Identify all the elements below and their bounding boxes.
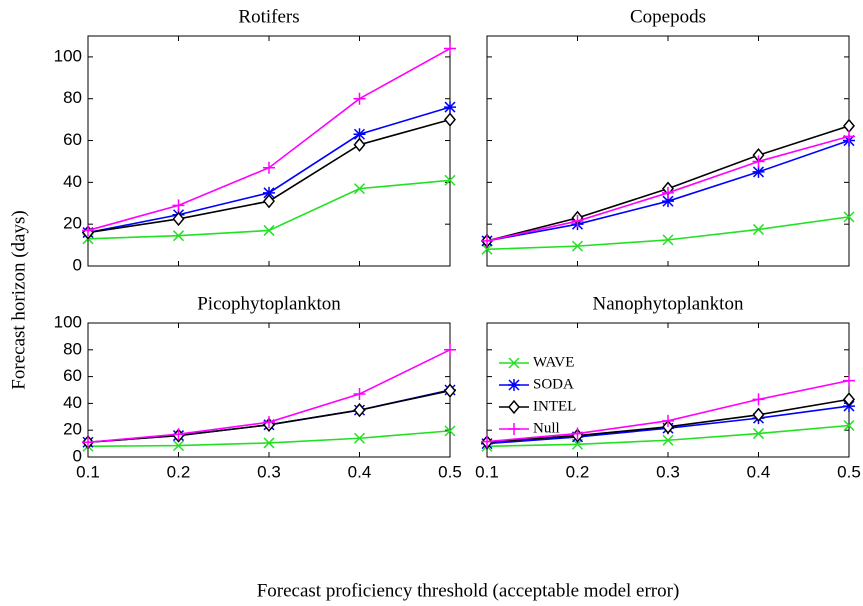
x-tick-label: 0.4	[747, 462, 771, 481]
marker	[263, 186, 275, 199]
marker	[82, 436, 94, 449]
marker	[172, 440, 185, 452]
y-tick-label: 60	[63, 366, 82, 385]
marker	[843, 374, 855, 387]
marker	[353, 402, 366, 418]
marker	[752, 393, 765, 406]
marker	[444, 112, 456, 127]
marker	[263, 161, 275, 174]
y-tick-label: 80	[63, 88, 82, 107]
marker	[843, 118, 855, 134]
marker	[444, 343, 456, 356]
plot-frame	[486, 322, 850, 458]
legend-marker	[508, 379, 520, 391]
x-tick-label: 0.1	[475, 462, 499, 481]
y-tick-label: 0	[73, 255, 82, 274]
y-tick-label: 40	[63, 172, 82, 191]
marker	[263, 416, 275, 429]
legend-marker	[508, 357, 520, 369]
marker	[444, 425, 456, 437]
panel-title: Rotifers	[238, 6, 299, 27]
marker	[444, 101, 456, 114]
x-tick-label: 0.5	[438, 462, 462, 481]
y-axis-label: Forecast horizon (days)	[8, 210, 29, 389]
marker	[481, 435, 493, 448]
legend-label: WAVE	[533, 354, 574, 370]
x-tick-label: 0.5	[837, 462, 861, 481]
marker	[662, 419, 674, 435]
marker	[662, 434, 674, 446]
marker	[172, 199, 185, 212]
marker	[353, 137, 366, 152]
marker	[843, 392, 855, 407]
marker	[353, 92, 366, 105]
marker	[444, 383, 456, 398]
panel-title: Nanophytoplankton	[593, 293, 744, 314]
marker	[444, 174, 456, 186]
marker	[752, 165, 765, 178]
panel-title: Copepods	[630, 6, 706, 27]
legend-marker	[508, 399, 520, 415]
x-tick-label: 0.1	[76, 462, 100, 481]
marker	[843, 130, 855, 143]
x-tick-label: 0.4	[348, 462, 372, 481]
x-axis-label: Forecast proficiency threshold (acceptab…	[257, 580, 680, 601]
x-tick-label: 0.2	[167, 462, 191, 481]
marker	[172, 428, 185, 441]
marker	[263, 224, 275, 236]
legend-label: SODA	[533, 376, 574, 392]
x-tick-label: 0.3	[656, 462, 680, 481]
y-tick-label: 20	[63, 214, 82, 233]
series-line	[486, 216, 850, 251]
x-tick-label: 0.3	[257, 462, 281, 481]
marker	[571, 427, 584, 440]
marker	[444, 42, 456, 55]
marker	[752, 428, 765, 440]
marker	[662, 414, 674, 427]
y-tick-label: 40	[63, 393, 82, 412]
marker	[662, 186, 674, 199]
marker	[353, 128, 366, 141]
marker	[353, 432, 366, 444]
marker	[752, 223, 765, 235]
marker	[571, 240, 584, 252]
marker	[481, 243, 493, 255]
marker	[662, 234, 674, 246]
marker	[172, 230, 185, 242]
panel-title: Picophytoplankton	[197, 293, 341, 314]
marker	[263, 437, 275, 449]
marker	[752, 407, 765, 422]
marker	[263, 194, 275, 209]
marker	[172, 211, 185, 227]
series-line	[87, 389, 451, 444]
legend-label: Null	[533, 420, 560, 436]
marker	[752, 155, 765, 168]
y-tick-label: 100	[54, 46, 82, 65]
marker	[481, 234, 493, 247]
marker	[843, 211, 855, 223]
marker	[571, 215, 584, 228]
y-tick-label: 0	[73, 446, 82, 465]
y-tick-label: 100	[54, 312, 82, 331]
marker	[82, 224, 94, 237]
marker	[353, 183, 366, 195]
y-tick-label: 20	[63, 420, 82, 439]
x-tick-label: 0.2	[566, 462, 590, 481]
y-tick-label: 80	[63, 339, 82, 358]
plot-frame	[486, 35, 850, 267]
marker	[843, 419, 855, 432]
legend-label: INTEL	[533, 398, 576, 414]
legend-marker	[508, 423, 520, 435]
marker	[662, 195, 674, 208]
y-tick-label: 60	[63, 130, 82, 149]
plot-frame	[87, 35, 451, 267]
marker	[353, 388, 366, 401]
